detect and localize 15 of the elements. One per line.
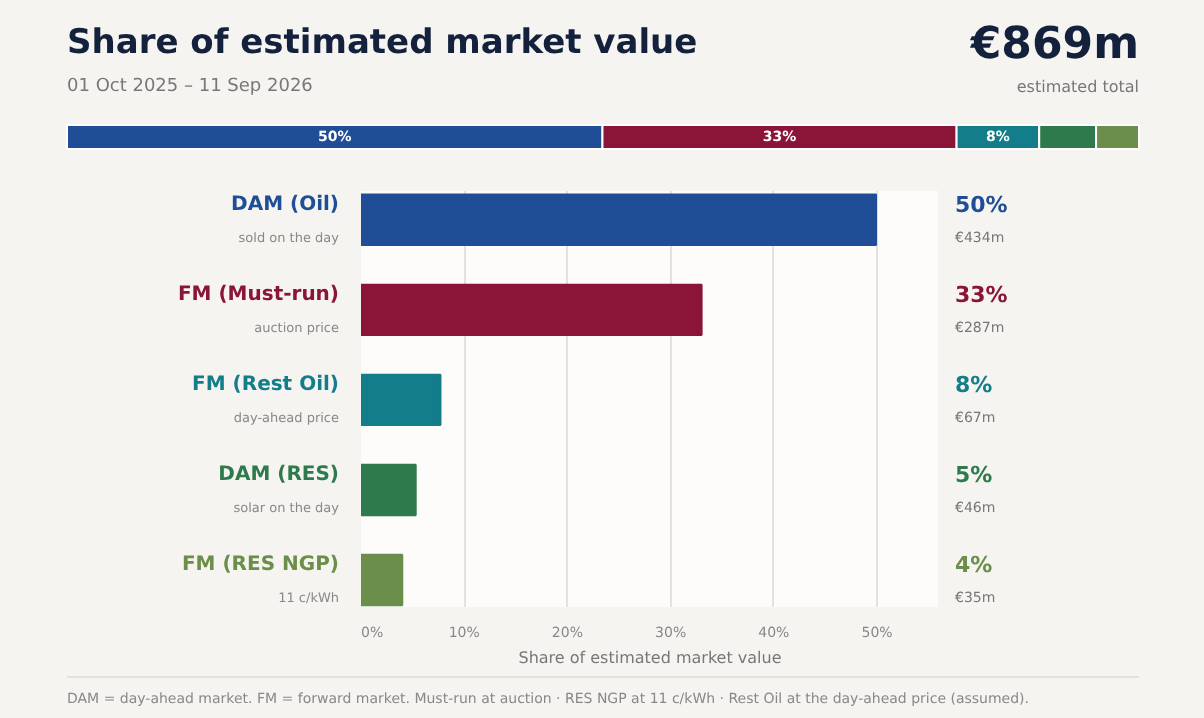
bar: [361, 373, 442, 427]
text: 5%: [955, 461, 993, 488]
text: 4%: [955, 551, 993, 578]
text: 50%: [955, 191, 1008, 218]
text: 8%: [955, 371, 993, 398]
bar: [361, 193, 878, 247]
text: €869m: [968, 20, 1139, 70]
text: 33%: [955, 281, 1008, 308]
x-axis-title: Share of estimated market value: [518, 649, 782, 667]
bar: [361, 463, 417, 517]
chart-subtitle: 01 Oct 2025 – 11 Sep 2026: [67, 77, 314, 97]
bar: [361, 553, 404, 607]
text: estimated total: [1016, 78, 1140, 96]
chart-title: Share of estimated market value: [67, 23, 698, 63]
bar: [361, 283, 703, 337]
